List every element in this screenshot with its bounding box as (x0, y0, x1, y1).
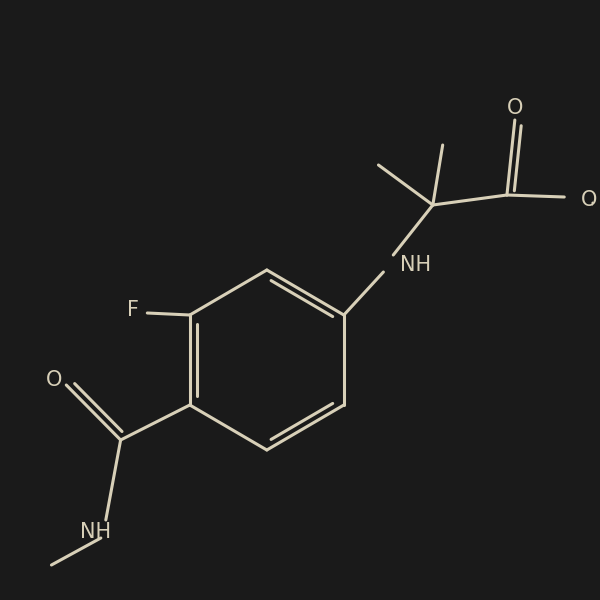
Text: NH: NH (80, 522, 112, 542)
Text: F: F (127, 300, 139, 320)
Text: O: O (46, 370, 62, 390)
Text: O: O (506, 98, 523, 118)
Text: NH: NH (400, 255, 431, 275)
Text: O: O (581, 190, 598, 210)
